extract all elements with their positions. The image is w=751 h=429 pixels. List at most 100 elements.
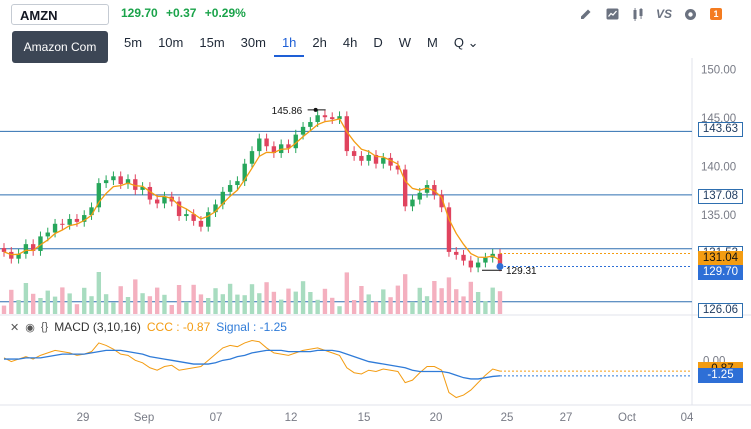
volume-bar bbox=[417, 287, 422, 314]
interval-d[interactable]: D bbox=[373, 35, 383, 50]
candle-body bbox=[191, 214, 196, 221]
candle-body bbox=[446, 207, 452, 252]
candle-body bbox=[257, 138, 262, 152]
volume-bar bbox=[9, 289, 14, 314]
volume-bar bbox=[96, 272, 102, 314]
pencil-icon[interactable] bbox=[573, 5, 599, 23]
symbol-tooltip: Amazon Com bbox=[12, 31, 108, 63]
candle-body bbox=[162, 196, 167, 204]
price-change: +0.37 bbox=[166, 6, 197, 20]
candle-body bbox=[111, 176, 116, 181]
macd-ccc-value: CCC : -0.87 bbox=[146, 320, 211, 334]
candle-body bbox=[461, 254, 466, 261]
interval-w[interactable]: W bbox=[398, 35, 412, 50]
volume-bar bbox=[373, 301, 379, 314]
candle-body bbox=[322, 115, 328, 118]
candle-body bbox=[38, 236, 43, 251]
alert-badge-icon[interactable]: 1 bbox=[703, 5, 729, 23]
interval-15m[interactable]: 15m bbox=[199, 35, 225, 50]
price-tag: 143.63 bbox=[698, 122, 743, 137]
interval-5m[interactable]: 5m bbox=[124, 35, 143, 50]
price-axis-label: 135.00 bbox=[701, 210, 736, 222]
candle-body bbox=[89, 207, 94, 216]
high-marker-dot bbox=[313, 107, 318, 112]
candle-body bbox=[300, 126, 306, 135]
volume-bar bbox=[74, 304, 80, 314]
alert-count-badge: 1 bbox=[710, 8, 722, 20]
time-axis-label: 07 bbox=[210, 412, 223, 424]
price-tag: 126.06 bbox=[698, 303, 743, 318]
volume-bar bbox=[30, 293, 36, 314]
candle-body bbox=[82, 215, 87, 222]
time-axis-label: 25 bbox=[501, 412, 514, 424]
price-tag: 137.08 bbox=[698, 189, 743, 204]
candle-body bbox=[351, 151, 357, 156]
volume-bar bbox=[52, 296, 58, 314]
time-axis-label: 29 bbox=[77, 412, 90, 424]
candle-body bbox=[52, 223, 58, 233]
macd-legend: ✕ ◉ {} MACD (3,10,16) CCC : -0.87 Signal… bbox=[10, 320, 287, 334]
time-axis-label: 20 bbox=[430, 412, 443, 424]
interval-m[interactable]: M bbox=[427, 35, 438, 50]
interval-30m[interactable]: 30m bbox=[240, 35, 266, 50]
volume-bar bbox=[45, 290, 50, 314]
interval-4h[interactable]: 4h bbox=[342, 35, 358, 50]
candle-body bbox=[23, 244, 29, 254]
time-axis-label: 15 bbox=[358, 412, 371, 424]
candle-body bbox=[264, 138, 269, 147]
volume-bar bbox=[67, 293, 72, 314]
volume-bar bbox=[424, 296, 430, 314]
candles-icon[interactable] bbox=[625, 5, 651, 23]
volume-bar bbox=[497, 291, 503, 314]
candle-body bbox=[74, 218, 80, 222]
volume-bar bbox=[264, 282, 269, 314]
high-label: 145.86 bbox=[272, 106, 303, 117]
volume-bar bbox=[468, 281, 474, 314]
eye-icon[interactable]: ◉ bbox=[25, 321, 35, 334]
candle-body bbox=[454, 251, 459, 255]
top-bar: AMZN 129.70 +0.37 +0.29% VS 1 bbox=[0, 0, 751, 28]
macd-ccc-line bbox=[3, 339, 501, 399]
volume-bar bbox=[242, 295, 247, 314]
candle-body bbox=[60, 223, 65, 225]
volume-bar bbox=[293, 291, 298, 314]
quote-summary: 129.70 +0.37 +0.29% bbox=[121, 6, 251, 20]
volume-bar bbox=[111, 302, 116, 314]
volume-bar bbox=[446, 277, 452, 314]
candle-body bbox=[395, 165, 401, 170]
candle-body bbox=[103, 180, 109, 184]
volume-bar bbox=[103, 294, 109, 314]
candle-body bbox=[439, 194, 444, 208]
volume-bar bbox=[220, 294, 226, 314]
candle-body bbox=[96, 183, 102, 208]
close-icon[interactable]: ✕ bbox=[10, 321, 20, 334]
volume-bar bbox=[169, 305, 174, 314]
candle-body bbox=[45, 232, 50, 237]
time-axis-label: 04 bbox=[681, 412, 694, 424]
interval-q[interactable]: Q ⌄ bbox=[453, 35, 479, 50]
candle-body bbox=[475, 262, 481, 268]
candle-body bbox=[242, 163, 247, 182]
interval-1h[interactable]: 1h bbox=[273, 35, 305, 57]
symbol-input[interactable]: AMZN bbox=[11, 4, 109, 25]
volume-bar bbox=[432, 281, 437, 314]
candle-body bbox=[337, 116, 342, 120]
volume-bar bbox=[140, 293, 145, 314]
volume-bar bbox=[227, 283, 233, 314]
volume-bar bbox=[271, 291, 277, 314]
price-change-percent: +0.29% bbox=[204, 6, 246, 20]
volume-bar bbox=[206, 298, 211, 314]
volume-bar bbox=[184, 301, 189, 314]
macd-signal-value: Signal : -1.25 bbox=[216, 320, 287, 334]
interval-2h[interactable]: 2h bbox=[312, 35, 327, 50]
time-axis-label: Sep bbox=[134, 412, 154, 424]
chart-icon[interactable] bbox=[599, 5, 625, 23]
candle-body bbox=[184, 214, 189, 217]
interval-bar: 5m 10m 15m 30m 1h 2h 4h D W M Q ⌄ bbox=[116, 35, 487, 57]
settings-icon[interactable] bbox=[677, 5, 703, 23]
interval-10m[interactable]: 10m bbox=[158, 35, 184, 50]
compare-icon[interactable]: VS bbox=[655, 7, 672, 21]
code-icon[interactable]: {} bbox=[40, 321, 49, 333]
volume-bar bbox=[490, 287, 495, 314]
